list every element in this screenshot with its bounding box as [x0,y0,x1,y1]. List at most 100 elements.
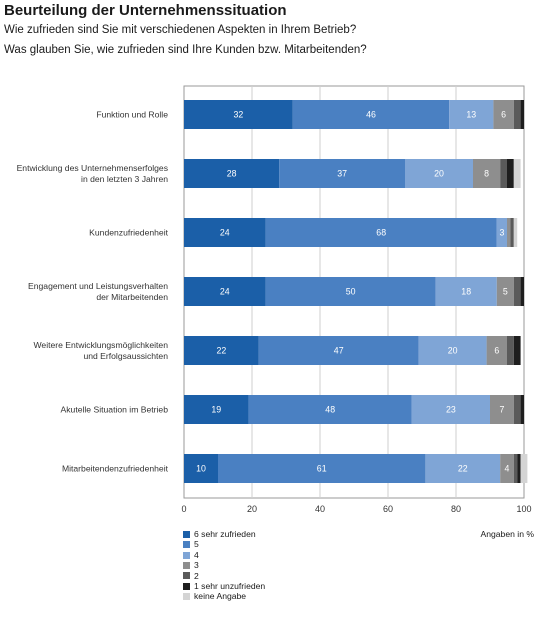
data-label: 8 [484,169,489,179]
legend-item: 4 [183,550,265,560]
data-label: 6 [501,110,506,120]
x-tick-label: 100 [516,504,531,514]
unit-label: Angaben in % [480,529,534,539]
bar-segment [513,218,518,247]
bar-segment [507,218,511,247]
data-label: 47 [334,346,344,356]
category-label: Kundenzufriedenheit [89,228,168,238]
data-label: 19 [211,405,221,415]
bar-segment [513,336,521,365]
bar-segment [184,100,293,129]
bar-segment [265,218,497,247]
legend-item: keine Angabe [183,591,265,601]
bar-segment [184,218,266,247]
data-label: 32 [234,110,244,120]
bar-segment [184,454,218,483]
bar-segment [486,336,507,365]
data-label: 3 [499,228,504,238]
bar-segment [520,395,524,424]
data-label: 4 [505,464,510,474]
bar-segment [265,277,436,306]
category-label: der Mitarbeitenden [96,292,168,302]
bar-segment [473,159,501,188]
legend-swatch [183,561,190,569]
legend-label: 6 sehr zufrieden [194,529,256,539]
bar-segment [500,159,507,188]
data-label: 37 [337,169,347,179]
legend-label: 1 sehr unzufrieden [194,581,266,592]
legend-swatch [183,541,190,549]
category-label: Mitarbeitendenzufriedenheit [62,464,169,474]
x-tick-label: 80 [451,504,461,514]
legend-label: 4 [194,549,199,560]
data-label: 28 [227,169,237,179]
bar-segment [184,159,280,188]
legend-item: 2 [183,571,265,581]
legend-swatch [183,572,190,580]
bar-segment [513,395,521,424]
bar-segment [449,100,494,129]
category-label: Entwicklung des Unternehmenserfolges [17,163,168,173]
data-label: 61 [317,464,327,474]
bar-segment [218,454,426,483]
bar-segment [248,395,412,424]
bar-segment [496,277,514,306]
bar-segment [520,277,524,306]
data-label: 20 [434,169,444,179]
bar-segment [513,277,521,306]
bar-segment [493,100,514,129]
data-label: 24 [220,228,230,238]
bar-segment [520,100,524,129]
category-label: Akutelle Situation im Betrieb [61,405,169,415]
bar-segment [513,100,521,129]
data-label: 22 [217,346,227,356]
chart-subtitle-2: Was glauben Sie, wie zufrieden sind Ihre… [4,44,367,56]
data-label: 22 [458,464,468,474]
legend-swatch [183,593,190,601]
category-label: in den letzten 3 Jahren [81,174,168,184]
bar-segment [258,336,419,365]
data-label: 5 [503,287,508,297]
bar-segment [184,395,249,424]
bar-segment [507,336,514,365]
category-label: und Erfolgsaussichten [83,351,168,361]
bar-segment [510,218,514,247]
bar-segment [292,100,450,129]
data-label: 7 [499,405,504,415]
bar-segment [184,277,266,306]
data-label: 18 [461,287,471,297]
bar-segment [425,454,501,483]
chart-subtitle-1: Wie zufrieden sind Sie mit verschiedenen… [4,24,357,36]
bar-segment [435,277,497,306]
x-tick-label: 60 [383,504,393,514]
bar-segment [279,159,405,188]
data-label: 20 [448,346,458,356]
bar-segment [405,159,473,188]
bar-segment [520,454,528,483]
data-label: 68 [376,228,386,238]
chart-title: Beurteilung der Unternehmenssituation [4,2,287,19]
data-label: 23 [446,405,456,415]
bar-segment [507,159,514,188]
bar-segment [500,454,514,483]
x-tick-label: 20 [247,504,257,514]
x-tick-label: 40 [315,504,325,514]
legend-item: 3 [183,560,265,570]
data-label: 6 [494,346,499,356]
legend-item: 6 sehr zufrieden [183,529,265,539]
bar-segment [184,336,259,365]
bar-segment [490,395,514,424]
category-label: Weitere Entwicklungsmöglichkeiten [33,340,168,350]
legend-item: 1 sehr unzufrieden [183,581,265,591]
data-label: 10 [196,464,206,474]
bar-segment [496,218,507,247]
data-label: 13 [466,110,476,120]
legend-swatch [183,551,190,559]
legend-label: 5 [194,539,199,550]
x-tick-label: 0 [181,504,186,514]
data-label: 48 [325,405,335,415]
bar-segment [517,454,521,483]
bar-segment [418,336,487,365]
category-label: Engagement und Leistungsverhalten [28,281,168,291]
